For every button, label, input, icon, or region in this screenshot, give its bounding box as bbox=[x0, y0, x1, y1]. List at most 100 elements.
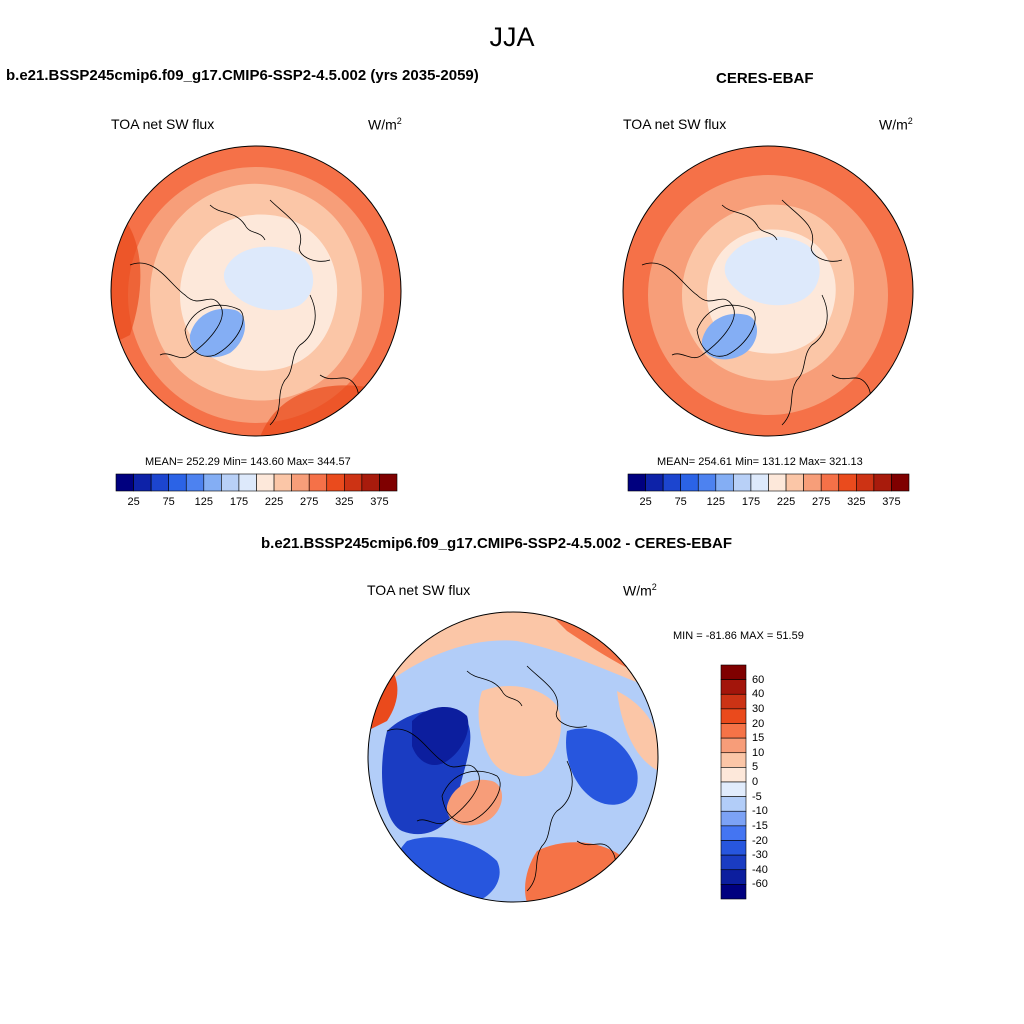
diff-colorbar-tick: 30 bbox=[752, 702, 765, 715]
obs-colorbar bbox=[627, 473, 910, 492]
figure-title: JJA bbox=[489, 22, 535, 52]
diff-colorbar-tick: 20 bbox=[752, 717, 765, 730]
diff-variable-label: TOA net SW flux bbox=[367, 582, 471, 598]
diff-units-label: W/m2 bbox=[623, 582, 657, 599]
model-colorbar-tick: 125 bbox=[194, 496, 213, 508]
colorbar-swatch bbox=[733, 473, 752, 492]
colorbar-swatch bbox=[720, 854, 747, 871]
colorbar-swatch bbox=[168, 473, 187, 492]
colorbar-swatch bbox=[720, 781, 747, 797]
model-colorbar-tick: 75 bbox=[162, 496, 175, 508]
colorbar-swatch bbox=[697, 473, 717, 492]
obs-colorbar-tick: 25 bbox=[639, 496, 652, 508]
colorbar-swatch bbox=[627, 473, 646, 492]
diff-colorbar-tick: 10 bbox=[752, 746, 765, 759]
colorbar-swatch bbox=[720, 723, 747, 739]
obs-colorbar-tick: 325 bbox=[847, 496, 866, 508]
diff-colorbar-tick: -20 bbox=[752, 834, 768, 847]
colorbar-swatch bbox=[680, 473, 699, 492]
colorbar-swatch bbox=[203, 473, 222, 492]
colorbar-swatch bbox=[133, 473, 152, 492]
model-colorbar-tick: 25 bbox=[127, 496, 140, 508]
colorbar-swatch bbox=[720, 869, 747, 885]
model-polar-map bbox=[110, 145, 402, 437]
colorbar-swatch bbox=[645, 473, 664, 492]
diff-colorbar-tick: -15 bbox=[752, 819, 768, 832]
colorbar-swatch bbox=[273, 473, 292, 492]
colorbar-swatch bbox=[185, 473, 205, 492]
obs-colorbar-ticks: 25 75 125 175 225 275 325 375 bbox=[628, 496, 909, 510]
model-colorbar-tick: 275 bbox=[300, 496, 319, 508]
colorbar-swatch bbox=[308, 473, 328, 492]
colorbar-swatch bbox=[720, 840, 747, 856]
diff-colorbar-tick: 15 bbox=[752, 732, 765, 745]
colorbar-swatch bbox=[720, 664, 747, 680]
colorbar-swatch bbox=[720, 752, 747, 768]
diff-polar-map bbox=[367, 611, 659, 903]
colorbar-swatch bbox=[291, 473, 310, 492]
obs-stats: MEAN= 254.61 Min= 131.12 Max= 321.13 bbox=[657, 456, 863, 468]
colorbar-swatch bbox=[720, 825, 747, 841]
colorbar-swatch bbox=[720, 767, 747, 783]
model-stats: MEAN= 252.29 Min= 143.60 Max= 344.57 bbox=[145, 456, 351, 468]
model-units-label: W/m2 bbox=[368, 116, 402, 133]
diff-colorbar-tick: -5 bbox=[752, 790, 762, 803]
diff-colorbar-tick: -40 bbox=[752, 863, 768, 876]
colorbar-swatch bbox=[720, 708, 747, 724]
colorbar-swatch bbox=[326, 473, 345, 492]
model-colorbar bbox=[115, 473, 398, 492]
model-colorbar-tick: 225 bbox=[264, 496, 284, 508]
colorbar-swatch bbox=[891, 473, 910, 492]
obs-colorbar-tick: 375 bbox=[882, 496, 901, 508]
colorbar-swatch bbox=[720, 884, 747, 900]
colorbar-swatch bbox=[256, 473, 275, 492]
diff-colorbar-tick: 0 bbox=[752, 776, 759, 788]
colorbar-swatch bbox=[379, 473, 398, 492]
model-colorbar-tick: 375 bbox=[370, 496, 389, 508]
diff-colorbar-tick: 40 bbox=[752, 688, 765, 701]
colorbar-swatch bbox=[820, 473, 840, 492]
model-colorbar-ticks: 25 75 125 175 225 275 325 375 bbox=[116, 496, 397, 510]
diff-colorbar-tick: -30 bbox=[752, 849, 768, 862]
diff-colorbar-tick: -60 bbox=[752, 878, 768, 891]
obs-units-label: W/m2 bbox=[879, 116, 913, 133]
obs-polar-map bbox=[622, 145, 914, 437]
obs-colorbar-tick: 175 bbox=[741, 496, 761, 508]
model-colorbar-tick: 175 bbox=[229, 496, 249, 508]
colorbar-swatch bbox=[838, 473, 857, 492]
obs-colorbar-tick: 225 bbox=[776, 496, 796, 508]
colorbar-swatch bbox=[720, 679, 747, 695]
obs-variable-label: TOA net SW flux bbox=[623, 116, 727, 132]
colorbar-swatch bbox=[750, 473, 769, 492]
diff-colorbar-tick: -10 bbox=[752, 805, 768, 818]
colorbar-swatch bbox=[238, 473, 257, 492]
colorbar-swatch bbox=[873, 473, 892, 492]
colorbar-swatch bbox=[720, 737, 747, 754]
model-panel-title: b.e21.BSSP245cmip6.f09_g17.CMIP6-SSP2-4.… bbox=[6, 67, 479, 84]
colorbar-swatch bbox=[720, 796, 747, 812]
colorbar-swatch bbox=[720, 693, 747, 710]
colorbar-swatch bbox=[768, 473, 787, 492]
diff-colorbar-tick: 60 bbox=[752, 673, 765, 686]
colorbar-swatch bbox=[344, 473, 363, 492]
colorbar-swatch bbox=[115, 473, 134, 492]
diff-stats: MIN = -81.86 MAX = 51.59 bbox=[673, 630, 804, 642]
model-colorbar-tick: 325 bbox=[335, 496, 354, 508]
diff-colorbar bbox=[720, 664, 747, 900]
colorbar-swatch bbox=[720, 810, 747, 827]
diff-panel-title: b.e21.BSSP245cmip6.f09_g17.CMIP6-SSP2-4.… bbox=[261, 535, 733, 552]
obs-panel-title: CERES-EBAF bbox=[716, 70, 814, 87]
model-variable-label: TOA net SW flux bbox=[111, 116, 215, 132]
obs-colorbar-tick: 75 bbox=[674, 496, 687, 508]
obs-colorbar-tick: 125 bbox=[706, 496, 725, 508]
colorbar-swatch bbox=[361, 473, 380, 492]
diff-colorbar-ticks: 60 40 30 20 15 10 5 0 -5 -10 -15 -20 -30… bbox=[752, 665, 792, 899]
colorbar-swatch bbox=[785, 473, 804, 492]
colorbar-swatch bbox=[803, 473, 822, 492]
diff-colorbar-tick: 5 bbox=[752, 761, 759, 774]
colorbar-swatch bbox=[715, 473, 734, 492]
colorbar-swatch bbox=[856, 473, 875, 492]
colorbar-swatch bbox=[150, 473, 169, 492]
colorbar-swatch bbox=[221, 473, 240, 492]
obs-colorbar-tick: 275 bbox=[812, 496, 831, 508]
